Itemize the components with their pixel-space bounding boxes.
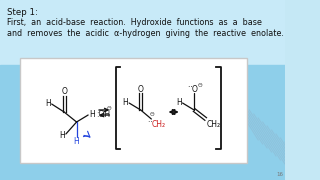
Text: First,  an  acid-base  reaction.  Hydroxide  functions  as  a  base: First, an acid-base reaction. Hydroxide … xyxy=(7,18,262,27)
Text: O: O xyxy=(61,87,67,96)
Text: Θ: Θ xyxy=(106,105,111,111)
Bar xyxy=(0,0,285,65)
Text: O: O xyxy=(191,84,197,93)
Text: H: H xyxy=(176,98,182,107)
Text: 16: 16 xyxy=(276,172,283,177)
Text: H: H xyxy=(60,132,65,141)
Text: H: H xyxy=(89,109,95,118)
Text: Step 1:: Step 1: xyxy=(7,8,38,17)
Text: H: H xyxy=(45,98,51,107)
Text: H: H xyxy=(74,138,79,147)
Text: and  removes  the  acidic  α-hydrogen  giving  the  reactive  enolate.: and removes the acidic α-hydrogen giving… xyxy=(7,29,284,38)
Bar xyxy=(0,65,285,180)
Text: CH₂: CH₂ xyxy=(151,120,165,129)
Text: CH₂: CH₂ xyxy=(207,120,221,129)
Text: H: H xyxy=(123,98,128,107)
Text: Θ: Θ xyxy=(150,111,155,116)
Text: :OH: :OH xyxy=(96,109,110,118)
Text: O: O xyxy=(138,84,144,93)
Text: ‥: ‥ xyxy=(147,117,152,123)
Bar xyxy=(20,58,247,163)
Text: ‥: ‥ xyxy=(187,82,192,88)
Text: Θ: Θ xyxy=(197,82,202,87)
